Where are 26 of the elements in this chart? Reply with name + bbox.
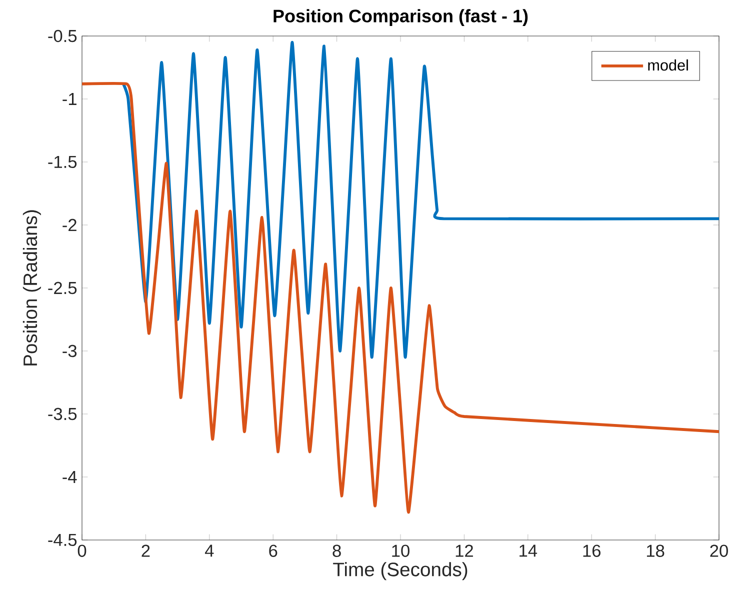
line-series	[122, 40, 719, 359]
y-tick-label: -3	[62, 344, 77, 358]
legend-label: model	[648, 59, 688, 71]
x-tick-label: 10	[392, 544, 410, 557]
x-tick-label: 2	[142, 544, 150, 557]
x-tick-label: 8	[332, 544, 341, 557]
x-tick-label: 6	[269, 544, 278, 557]
y-tick-label: -0.5	[48, 30, 77, 42]
y-tick-label: -4.5	[48, 534, 77, 546]
chart-title: Position Comparison (fast - 1)	[274, 9, 528, 26]
x-tick-label: 20	[710, 544, 728, 557]
y-tick-label: -1.5	[48, 156, 77, 168]
x-tick-label: 0	[78, 544, 86, 557]
line-series	[82, 82, 719, 514]
y-tick-label: -2	[62, 218, 76, 232]
x-tick-label: 14	[520, 544, 538, 557]
y-tick-label: -1	[62, 93, 76, 105]
y-tick-label: -4	[62, 471, 77, 483]
x-tick-label: 12	[456, 544, 473, 557]
y-tick-label: -2.5	[48, 282, 77, 294]
y-tick-label: -3.5	[48, 408, 77, 420]
x-tick-label: 18	[646, 544, 664, 557]
x-tick-label: 16	[583, 544, 600, 557]
x-axis-title: Time (Seconds)	[333, 562, 468, 580]
x-tick-label: 4	[204, 544, 214, 557]
y-axis-title: Position (Radians)	[22, 210, 41, 366]
